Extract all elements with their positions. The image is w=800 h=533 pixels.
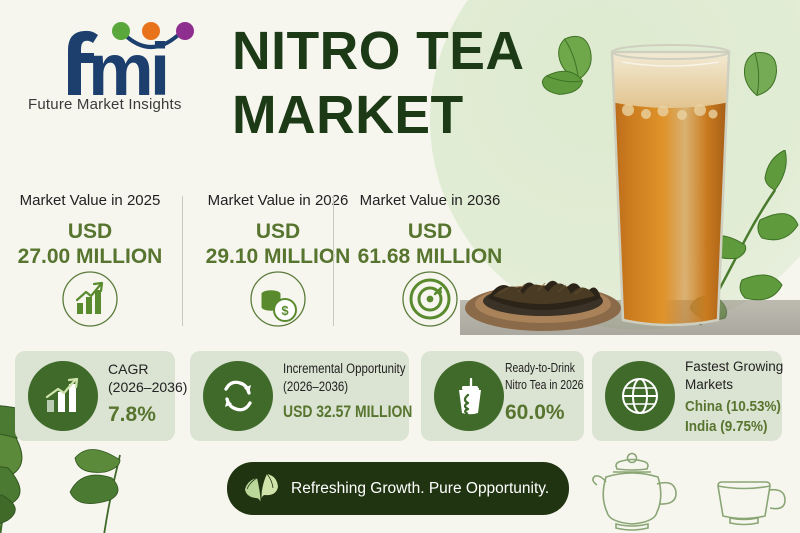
svg-text:$: $: [281, 303, 289, 318]
